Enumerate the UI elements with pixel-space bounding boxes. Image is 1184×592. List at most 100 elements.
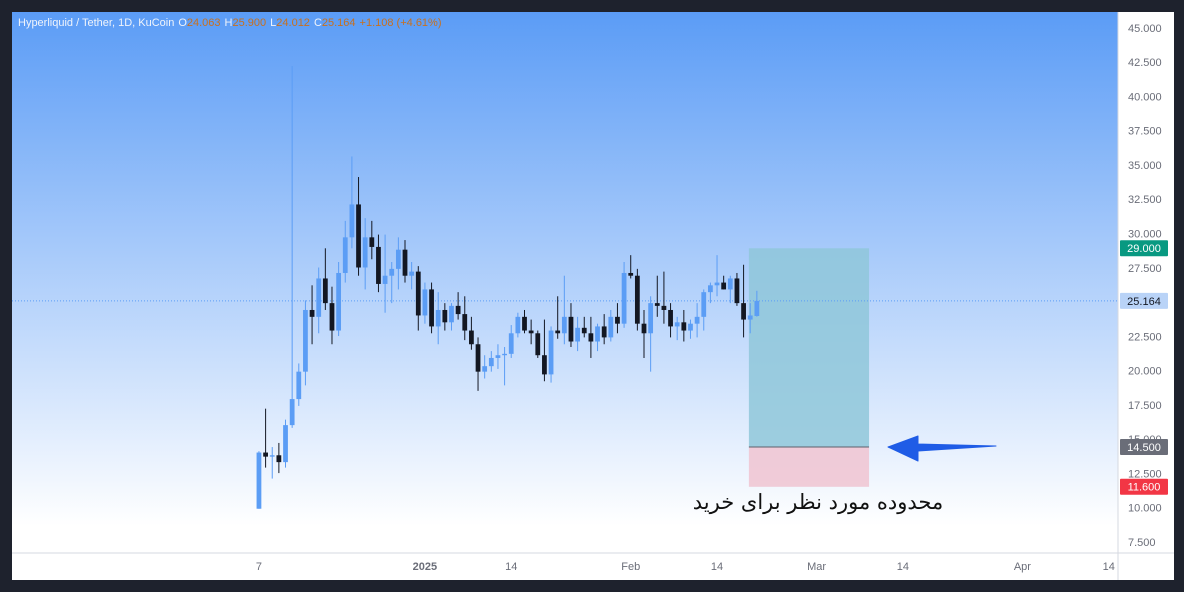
legend-value: 24.012 [276,17,310,29]
candle-body [601,326,607,338]
candle-body [528,330,534,334]
profit-zone [748,248,870,448]
candle-body [502,353,507,356]
candle-body [741,303,746,320]
candle-body [661,305,667,310]
legend-key: H [224,17,233,29]
candle-body [615,316,620,324]
candle-body [641,323,647,334]
candle-body [747,315,753,320]
candle-body [694,316,700,324]
y-tick-label: 35.000 [1128,160,1162,172]
legend-key: L [270,17,277,29]
y-tick-label: 37.500 [1128,126,1162,138]
candle-body [734,278,740,304]
candle-body [701,292,707,317]
legend-key: C [313,17,322,29]
candle-body [568,316,574,342]
candle-body [296,371,302,400]
y-tick-label: 45.000 [1128,23,1162,35]
candle-body [356,204,361,268]
candle-body [362,237,368,268]
candle-body [508,333,514,354]
candle-body [575,327,581,342]
candle-body [555,330,561,334]
y-tick-label: 27.500 [1128,263,1162,275]
candle-body [402,249,408,276]
candle-body [422,289,428,316]
header: Hyperliquid / Tether, 1D, KuCoin O24.063 H… [18,17,442,29]
candle-body [469,330,474,345]
candle-body [668,309,673,327]
candle-body [303,309,308,372]
candle-body [256,452,262,509]
candle-body [462,314,468,331]
y-tick-label: 12.500 [1128,468,1162,480]
candle-body [415,271,421,316]
candle-body [714,282,720,286]
y-tick-label: 22.500 [1128,331,1162,343]
x-tick-label: 2025 [413,561,437,573]
candle-body [548,330,554,375]
candle-body [495,355,501,358]
annotation: محدوده مورد نظر برای خرید [692,490,944,514]
chart-title: Hyperliquid / Tether, 1D, KuCoin [18,17,175,29]
candle-body [654,303,660,306]
candle-body [515,316,521,334]
candle-body [309,309,315,317]
candle-body [595,326,600,342]
x-tick-label: Apr [1014,561,1031,573]
candle-body [648,303,654,334]
candle-body [707,285,713,293]
y-tick-label: 42.500 [1128,57,1162,69]
legend-value: 25.900 [232,17,267,29]
candle-body [395,249,401,269]
price-label-box [1120,240,1168,257]
candle-body [482,366,488,372]
candle-body [727,278,733,290]
price-label: 11.600 [1128,482,1161,494]
candle-body [608,316,614,338]
chart-layer: 7.50010.00012.50015.00017.50020.00022.50… [12,23,1168,573]
price-label: 29.000 [1127,243,1161,255]
y-tick-label: 20.000 [1128,366,1162,378]
loss-zone [748,447,870,487]
candle-body [429,289,434,327]
x-tick-label: 14 [505,561,517,573]
plot-background [12,12,1118,553]
y-tick-label: 17.500 [1128,400,1162,412]
x-tick-label: 14 [711,561,723,573]
price-label-box [1120,292,1168,309]
legend-value: 25.164 [321,17,356,29]
candle-body [336,272,342,331]
legend-value: +1.108 (+4.61%) [359,17,442,29]
candle-body [588,333,594,342]
candle-body [263,452,268,457]
price-label: 25.164 [1127,296,1161,308]
legend-value: 24.063 [186,17,221,29]
x-tick-label: Mar [807,561,826,573]
candle-body [435,309,441,327]
candle-body [349,204,355,238]
price-label-box [1120,478,1168,495]
legend-key: O [178,17,187,29]
y-tick-label: 40.000 [1128,91,1162,103]
candle-body [581,327,587,334]
candle-body [449,305,454,323]
candle-body [376,246,381,284]
candle-body [409,271,415,276]
candle-body [674,322,680,327]
candle-body [488,357,494,367]
candle-body [316,278,322,317]
candle-body [283,425,288,463]
price-label: 14.500 [1127,442,1161,454]
candle-body [621,272,627,324]
candle-body [382,275,388,284]
candle-body [634,275,640,324]
candle-body [535,333,541,356]
candle-body [455,305,461,315]
y-tick-label: 30.000 [1128,229,1162,241]
candle-body [442,309,448,323]
